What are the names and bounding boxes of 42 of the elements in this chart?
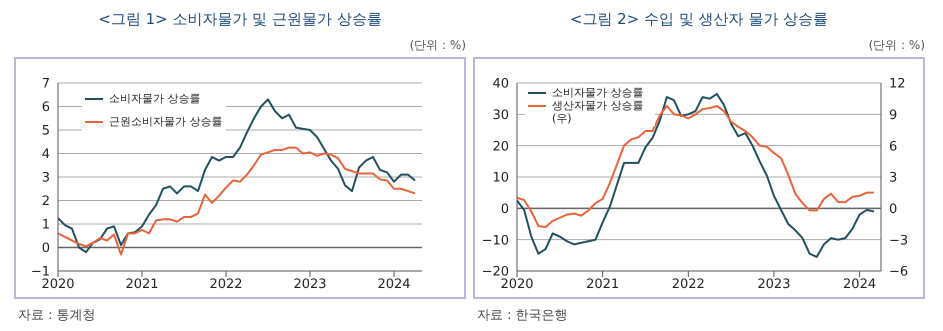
x-tick-label: 2024 <box>843 277 876 292</box>
y2-tick-label: 0 <box>889 202 898 217</box>
x-tick-label: 2023 <box>757 277 790 292</box>
line-series <box>58 146 416 256</box>
legend-label: 근원소비자물가 상승률 <box>109 115 222 128</box>
y-tick-label: −10 <box>482 233 509 248</box>
y-tick-label: 5 <box>42 124 50 139</box>
x-tick-label: 2020 <box>500 277 534 292</box>
legend-label: 생산자물가 상승률(우) <box>552 99 644 125</box>
chart-title: <그림 2> 수입 및 생산자 물가 상승률 <box>568 10 830 29</box>
chart-title: <그림 1> 소비자물가 및 근원물가 상승률 <box>97 10 383 29</box>
y-tick-label: 0 <box>500 202 509 217</box>
y-tick-label: 1 <box>42 218 50 233</box>
legend-label: 소비자물가 상승률 <box>109 92 200 105</box>
y-tick-label: 40 <box>492 76 509 92</box>
y-tick-label: 7 <box>42 76 50 92</box>
text: (단위 : %) <box>868 37 925 54</box>
y-tick-label: 3 <box>42 170 50 186</box>
x-tick-label: 2023 <box>293 277 327 292</box>
x-tick-label: 2021 <box>125 277 159 292</box>
y-tick-label: 2 <box>42 194 50 210</box>
y2-tick-label: 3 <box>889 170 898 186</box>
y-tick-label: 4 <box>42 147 50 162</box>
y2-tick-label: 12 <box>889 76 906 92</box>
x-tick-label: 2021 <box>586 277 620 292</box>
x-tick-label: 2022 <box>672 277 705 292</box>
x-tick-label: 2024 <box>377 277 411 292</box>
legend-label: 소비자물가 상승률 <box>552 86 644 99</box>
text: 자료 : 통계청 <box>18 307 96 324</box>
y-tick-label: 30 <box>492 108 509 123</box>
text: (단위 : %) <box>410 37 466 54</box>
text: 자료 : 한국은행 <box>477 307 568 324</box>
y-tick-label: 0 <box>42 241 50 256</box>
y-tick-label: 10 <box>492 170 509 186</box>
y2-tick-label: −3 <box>889 233 908 248</box>
x-tick-label: 2020 <box>41 277 75 292</box>
x-tick-label: 2022 <box>209 277 243 292</box>
y2-tick-label: 9 <box>889 108 898 123</box>
y2-tick-label: 6 <box>889 139 898 154</box>
y-tick-label: 20 <box>492 139 509 154</box>
y-tick-label: 6 <box>42 100 50 116</box>
y2-tick-label: −6 <box>889 264 908 280</box>
